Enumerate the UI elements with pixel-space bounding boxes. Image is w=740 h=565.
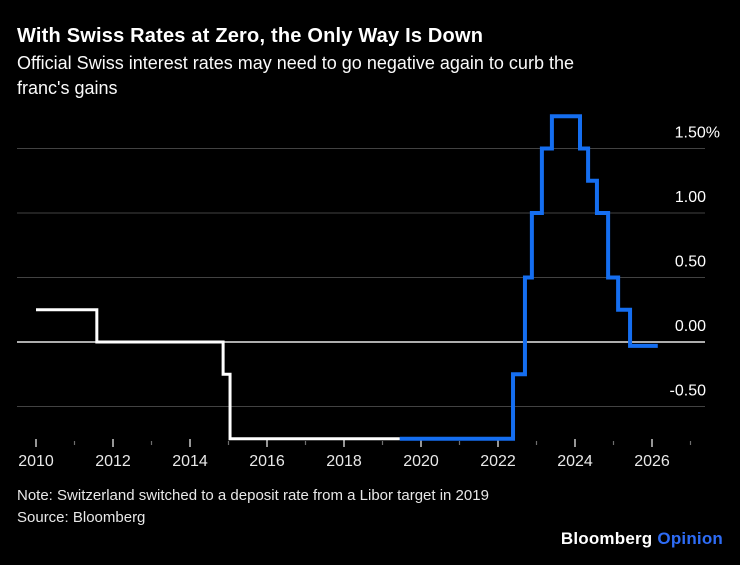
chart-subtitle: Official Swiss interest rates may need t…: [17, 51, 727, 101]
chart-subtitle-line2: franc's gains: [17, 78, 118, 98]
chart-note: Note: Switzerland switched to a deposit …: [17, 487, 489, 504]
bloomberg-opinion-logo: Bloomberg Opinion: [561, 529, 723, 549]
y-tick-label: 0.50: [675, 254, 706, 271]
x-tick-label: 2014: [172, 453, 208, 470]
x-tick-label: 2012: [95, 453, 131, 470]
logo-product: Opinion: [657, 529, 723, 548]
chart-source: Source: Bloomberg: [17, 509, 146, 526]
chart-subtitle-line1: Official Swiss interest rates may need t…: [17, 53, 574, 73]
y-tick-label: 0.00: [675, 318, 706, 335]
y-tick-label: 1.50%: [675, 125, 720, 142]
x-tick-label: 2016: [249, 453, 285, 470]
y-tick-label: -0.50: [670, 383, 707, 400]
y-tick-label: 1.00: [675, 189, 706, 206]
x-tick-label: 2022: [480, 453, 516, 470]
x-tick-label: 2020: [403, 453, 439, 470]
chart-header: With Swiss Rates at Zero, the Only Way I…: [17, 24, 727, 101]
series-libor-target-until-2019: [36, 308, 400, 441]
x-tick-label: 2024: [557, 453, 593, 470]
series-deposit-rate-from-2019: [399, 114, 658, 441]
chart-title: With Swiss Rates at Zero, the Only Way I…: [17, 25, 484, 47]
x-tick-label: 2018: [326, 453, 362, 470]
x-tick-label: 2010: [18, 453, 54, 470]
logo-brand: Bloomberg: [560, 529, 653, 548]
x-tick-label: 2026: [634, 453, 670, 470]
